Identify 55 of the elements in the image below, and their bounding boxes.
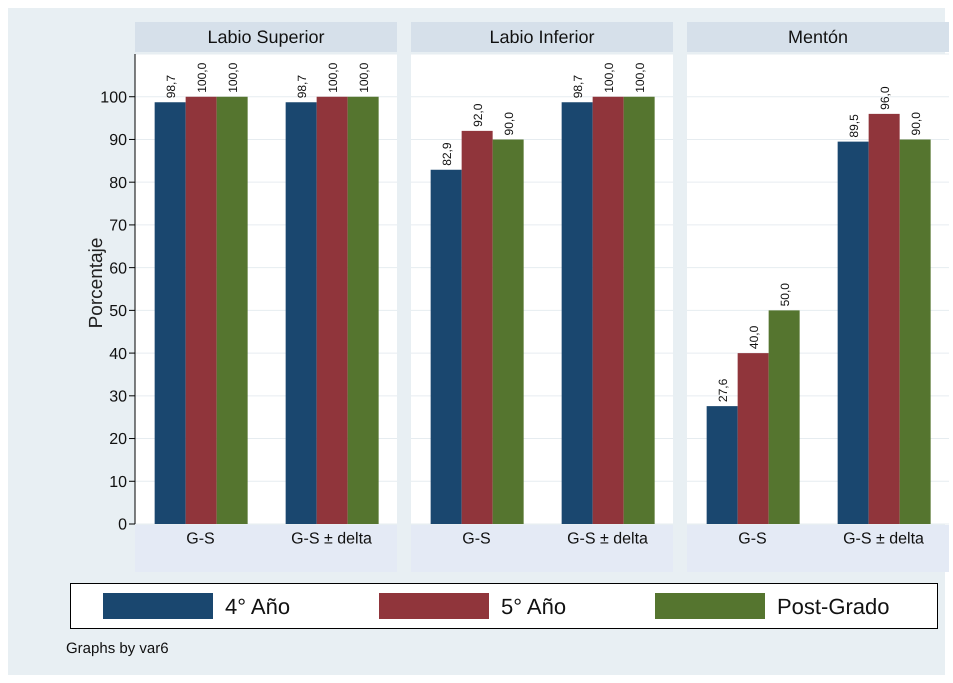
data-label: 90,0 bbox=[909, 112, 924, 136]
bar bbox=[462, 130, 493, 524]
y-tick-label: 90 bbox=[109, 132, 128, 150]
chart-title: Mentón bbox=[687, 22, 949, 52]
data-label: 100,0 bbox=[195, 62, 210, 93]
data-label: 82,9 bbox=[440, 142, 454, 166]
chart-title: Labio Superior bbox=[135, 22, 397, 52]
bar bbox=[900, 139, 931, 524]
bar bbox=[868, 114, 900, 524]
bar bbox=[492, 139, 524, 524]
data-label: 100,0 bbox=[602, 62, 616, 93]
x-tick-label: G-S bbox=[738, 530, 767, 548]
chart-title: Labio Inferior bbox=[411, 22, 673, 52]
data-label: 100,0 bbox=[326, 62, 340, 93]
data-label: 89,5 bbox=[847, 114, 862, 138]
data-label: 92,0 bbox=[471, 103, 486, 127]
text: Graphs by var6 bbox=[66, 640, 169, 657]
y-tick-label: 20 bbox=[109, 431, 128, 448]
data-label: 100,0 bbox=[226, 62, 240, 93]
data-label: 90,0 bbox=[502, 112, 516, 136]
bar bbox=[562, 102, 593, 524]
x-tick-label: G-S bbox=[186, 530, 215, 548]
data-label: 40,0 bbox=[747, 325, 762, 350]
data-label: 100,0 bbox=[357, 62, 372, 93]
legend-label: 5° Año bbox=[501, 594, 566, 619]
data-label: 27,6 bbox=[716, 378, 730, 402]
data-label: 50,0 bbox=[778, 282, 792, 306]
bar bbox=[768, 310, 800, 524]
y-axis-title: Porcentaje bbox=[86, 236, 108, 330]
bar bbox=[430, 170, 462, 524]
y-tick-label: 50 bbox=[109, 303, 128, 320]
data-label: 98,7 bbox=[571, 74, 586, 98]
y-tick-label: 70 bbox=[109, 218, 128, 235]
x-tick-label: G-S ± delta bbox=[291, 530, 372, 548]
y-tick-label: 100 bbox=[100, 89, 128, 106]
data-label: 100,0 bbox=[633, 62, 648, 93]
data-label: 96,0 bbox=[878, 86, 892, 110]
legend-label: Post-Grado bbox=[777, 594, 890, 619]
data-label: 98,7 bbox=[164, 74, 178, 98]
bar bbox=[592, 96, 624, 524]
x-tick-label: G-S ± delta bbox=[843, 530, 924, 548]
bar bbox=[738, 353, 769, 524]
y-tick-label: 30 bbox=[109, 388, 128, 406]
bar bbox=[706, 406, 738, 524]
y-tick-label: 80 bbox=[109, 174, 128, 192]
y-tick-label: 40 bbox=[109, 346, 128, 363]
y-tick-label: 0 bbox=[118, 516, 128, 534]
legend-label: 4° Año bbox=[225, 594, 290, 619]
y-tick-label: 10 bbox=[109, 474, 128, 491]
y-tick-label: 60 bbox=[109, 260, 128, 278]
data-label: 98,7 bbox=[295, 74, 310, 98]
bar bbox=[838, 142, 869, 524]
x-tick-label: G-S ± delta bbox=[567, 530, 648, 548]
bar bbox=[624, 96, 655, 524]
x-tick-label: G-S bbox=[462, 530, 491, 548]
